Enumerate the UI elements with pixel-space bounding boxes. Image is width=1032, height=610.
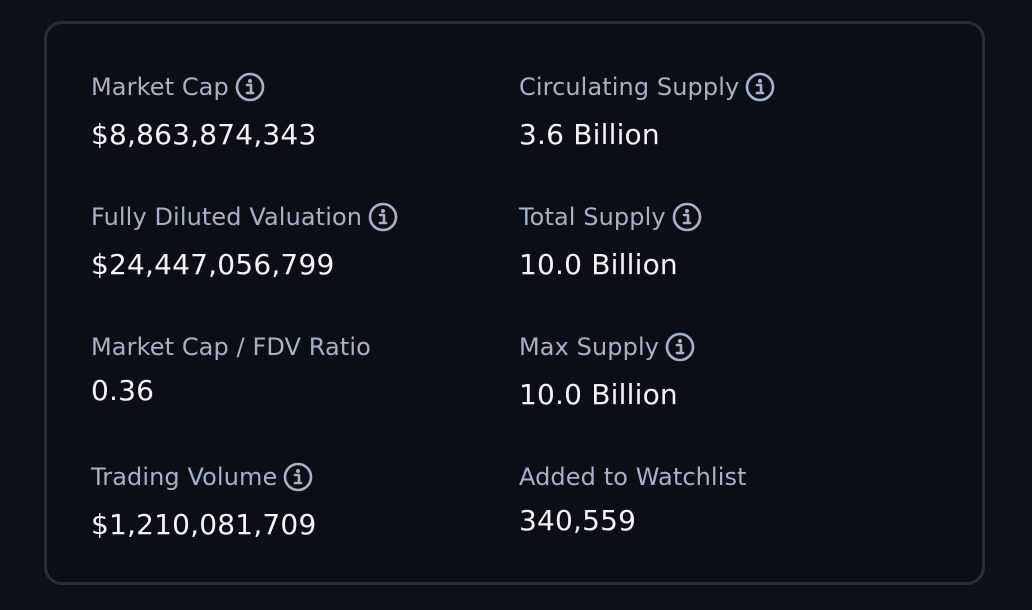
stat-label: Total Supply <box>519 203 666 231</box>
stat-value: 10.0 Billion <box>519 248 678 281</box>
stat-market-cap-fdv-ratio: Market Cap / FDV Ratio 0.36 <box>91 328 519 458</box>
stat-label: Market Cap <box>91 73 229 101</box>
stat-label: Fully Diluted Valuation <box>91 203 363 231</box>
stat-label: Trading Volume <box>91 463 278 491</box>
stat-value: 340,559 <box>519 504 637 537</box>
stat-circulating-supply: Circulating Supply 3.6 Billion <box>519 68 939 198</box>
stat-value: 10.0 Billion <box>519 378 678 411</box>
token-stats-card: Market Cap $8,863,874,343 Circulating Su… <box>44 21 985 585</box>
info-circle-icon[interactable] <box>745 72 775 102</box>
stat-label: Max Supply <box>519 333 660 361</box>
stat-value: $1,210,081,709 <box>91 508 317 541</box>
stat-value: 3.6 Billion <box>519 118 660 151</box>
stat-trading-volume: Trading Volume $1,210,081,709 <box>91 458 519 588</box>
stat-value: $8,863,874,343 <box>91 118 317 151</box>
stats-grid: Market Cap $8,863,874,343 Circulating Su… <box>91 68 951 588</box>
stat-value: $24,447,056,799 <box>91 248 335 281</box>
info-circle-icon[interactable] <box>368 202 398 232</box>
info-circle-icon[interactable] <box>672 202 702 232</box>
stat-fully-diluted-valuation: Fully Diluted Valuation $24,447,056,799 <box>91 198 519 328</box>
stat-total-supply: Total Supply 10.0 Billion <box>519 198 939 328</box>
stat-label: Market Cap / FDV Ratio <box>91 333 371 361</box>
stat-max-supply: Max Supply 10.0 Billion <box>519 328 939 458</box>
stat-label: Circulating Supply <box>519 73 740 101</box>
info-circle-icon[interactable] <box>283 462 313 492</box>
stat-added-to-watchlist: Added to Watchlist 340,559 <box>519 458 939 588</box>
info-circle-icon[interactable] <box>665 332 695 362</box>
stat-value: 0.36 <box>91 374 155 407</box>
stat-market-cap: Market Cap $8,863,874,343 <box>91 68 519 198</box>
info-circle-icon[interactable] <box>235 72 265 102</box>
stat-label: Added to Watchlist <box>519 463 747 491</box>
